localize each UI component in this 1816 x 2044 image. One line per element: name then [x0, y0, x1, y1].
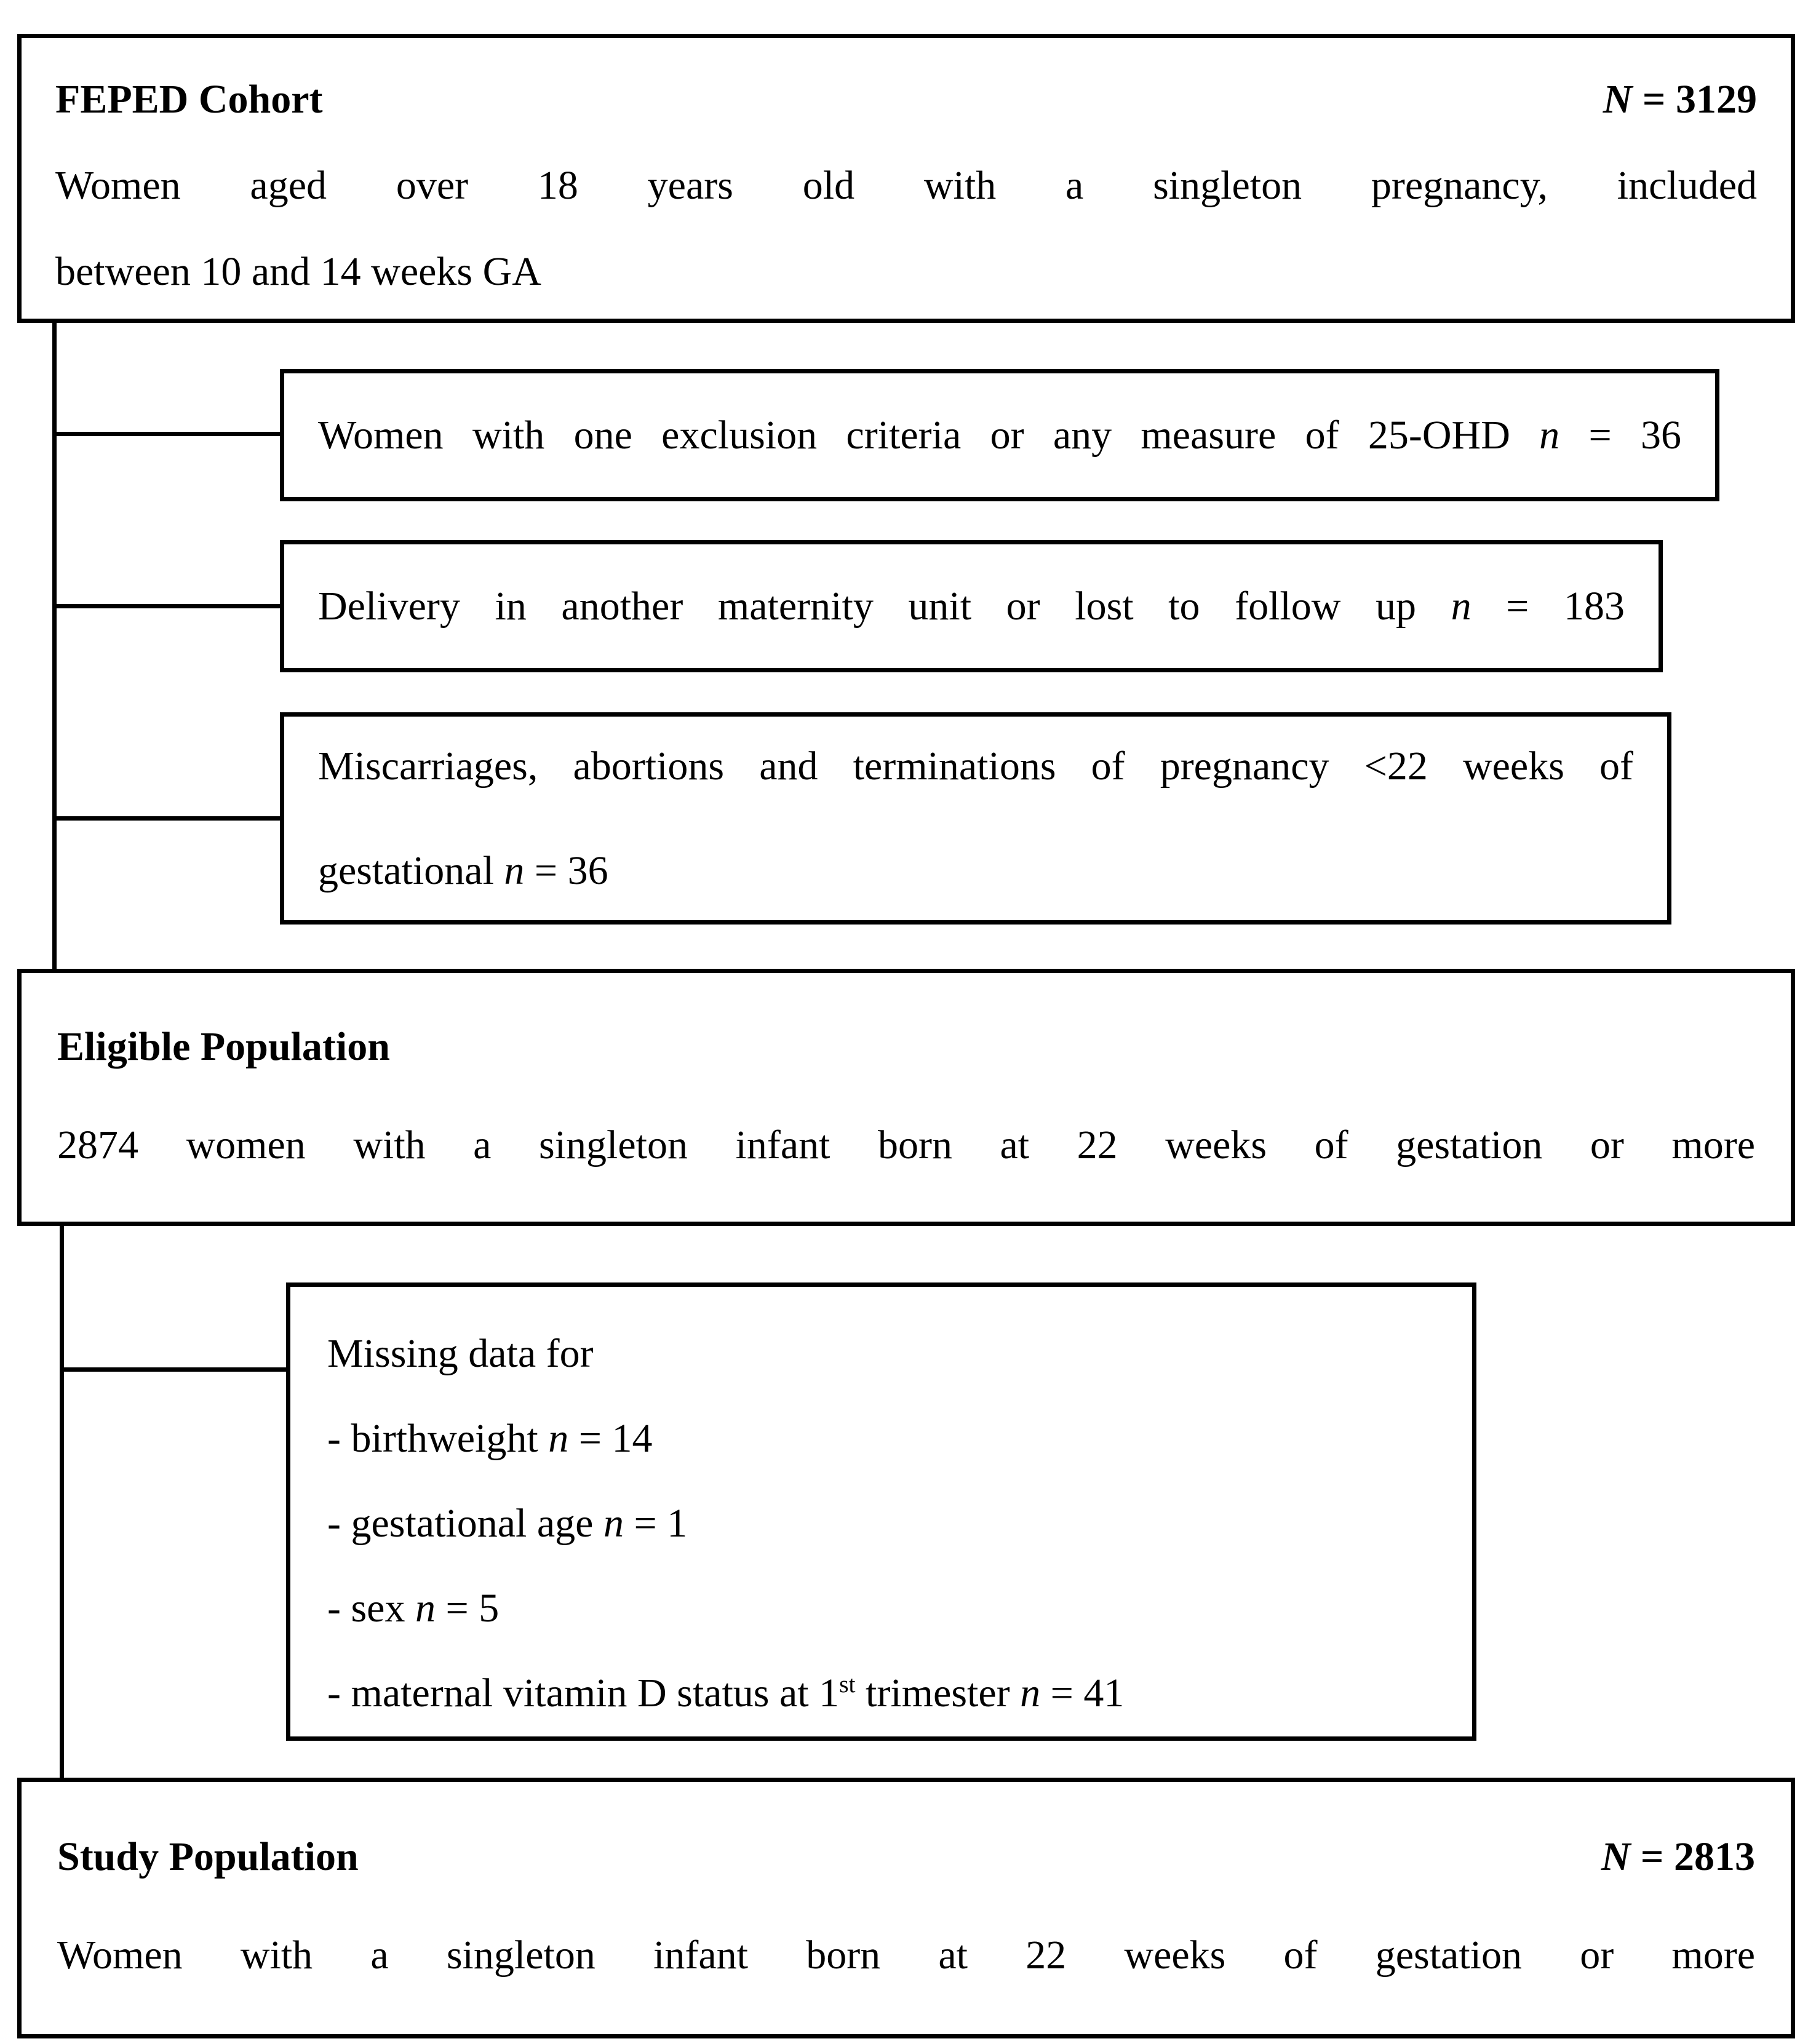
missing-item4-mid: trimester — [855, 1671, 1021, 1716]
connector-branch-exclusion2 — [52, 604, 284, 608]
study-n-value: = 2813 — [1630, 1834, 1755, 1879]
feped-n-value: = 3129 — [1632, 77, 1757, 122]
feped-cohort-box: FEPED Cohort N = 3129 Women aged over 18… — [17, 34, 1795, 323]
missing-item2-prefix: - gestational age — [327, 1501, 603, 1546]
missing-item4-n-value: = 41 — [1040, 1671, 1125, 1716]
exclusion2-n-value: = 183 — [1471, 583, 1625, 629]
missing-item1-n-value: = 14 — [568, 1416, 653, 1461]
exclusion3-line2: gestational n = 36 — [318, 819, 1633, 923]
exclusion3-line2-prefix: gestational — [318, 848, 504, 893]
connector-branch-exclusion3 — [52, 816, 284, 821]
exclusion3-n-value: = 36 — [524, 848, 608, 893]
eligible-population-box: Eligible Population 2874 women with a si… — [17, 969, 1795, 1226]
study-n-symbol: N — [1601, 1834, 1631, 1879]
eligible-title-text: Eligible Population — [57, 1024, 390, 1069]
feped-header-row: FEPED Cohort N = 3129 — [55, 57, 1757, 143]
study-n-count: N = 2813 — [1601, 1834, 1755, 1880]
missing-item4-prefix: - maternal vitamin D status at 1 — [327, 1671, 840, 1716]
missing-item2-n-value: = 1 — [623, 1501, 688, 1546]
missing-data-header: Missing data for — [327, 1331, 594, 1376]
study-description: Women with a singleton infant born at 22… — [57, 1933, 1755, 1978]
study-header-row: Study Population N = 2813 — [57, 1808, 1755, 1906]
exclusion3-n-symbol: n — [504, 848, 525, 893]
feped-description-line1: Women aged over 18 years old with a sing… — [55, 163, 1757, 208]
missing-item4-n-symbol: n — [1020, 1671, 1041, 1716]
exclusion1-prefix: Women with one exclusion criteria or any… — [318, 412, 1540, 458]
eligible-title: Eligible Population — [57, 998, 1755, 1096]
connector-vertical-line-top — [52, 323, 57, 969]
exclusion1-n-value: = 36 — [1559, 412, 1681, 458]
missing-data-box: Missing data for - birthweight n = 14 - … — [286, 1282, 1476, 1741]
exclusion1-text: Women with one exclusion criteria or any… — [318, 412, 1681, 459]
missing-data-item-sex: - sex n = 5 — [327, 1566, 1438, 1651]
missing-item4-ordinal-suffix: st — [839, 1671, 856, 1698]
missing-item1-prefix: - birthweight — [327, 1416, 549, 1461]
missing-item3-prefix: - sex — [327, 1586, 415, 1631]
exclusion-box-miscarriages: Miscarriages, abortions and terminations… — [280, 712, 1671, 925]
feped-n-symbol: N — [1603, 77, 1633, 122]
study-title: Study Population — [57, 1834, 359, 1879]
missing-item3-n-value: = 5 — [435, 1586, 500, 1631]
missing-data-item-birthweight: - birthweight n = 14 — [327, 1396, 1438, 1481]
exclusion2-prefix: Delivery in another maternity unit or lo… — [318, 583, 1451, 629]
feped-n-count: N = 3129 — [1603, 76, 1757, 123]
eligible-description: 2874 women with a singleton infant born … — [57, 1123, 1755, 1167]
exclusion3-line1: Miscarriages, abortions and terminations… — [318, 743, 1633, 789]
connector-branch-missing-data — [60, 1367, 290, 1372]
missing-item3-n-symbol: n — [415, 1586, 436, 1631]
exclusion2-n-symbol: n — [1451, 583, 1472, 629]
missing-item2-n-symbol: n — [603, 1501, 624, 1546]
exclusion1-n-symbol: n — [1539, 412, 1560, 458]
exclusion2-text: Delivery in another maternity unit or lo… — [318, 583, 1625, 630]
missing-data-item-gestational-age: - gestational age n = 1 — [327, 1481, 1438, 1566]
connector-vertical-line-bottom — [60, 1226, 64, 1778]
study-population-box: Study Population N = 2813 Women with a s… — [17, 1778, 1795, 2038]
exclusion-box-criteria: Women with one exclusion criteria or any… — [280, 369, 1719, 501]
missing-item1-n-symbol: n — [548, 1416, 569, 1461]
connector-branch-exclusion1 — [52, 432, 284, 436]
exclusion-box-lost-follow-up: Delivery in another maternity unit or lo… — [280, 540, 1663, 672]
missing-data-item-vitamin-d: - maternal vitamin D status at 1st trime… — [327, 1651, 1438, 1736]
feped-title: FEPED Cohort — [55, 77, 323, 122]
feped-description-line2: between 10 and 14 weeks GA — [55, 249, 541, 294]
